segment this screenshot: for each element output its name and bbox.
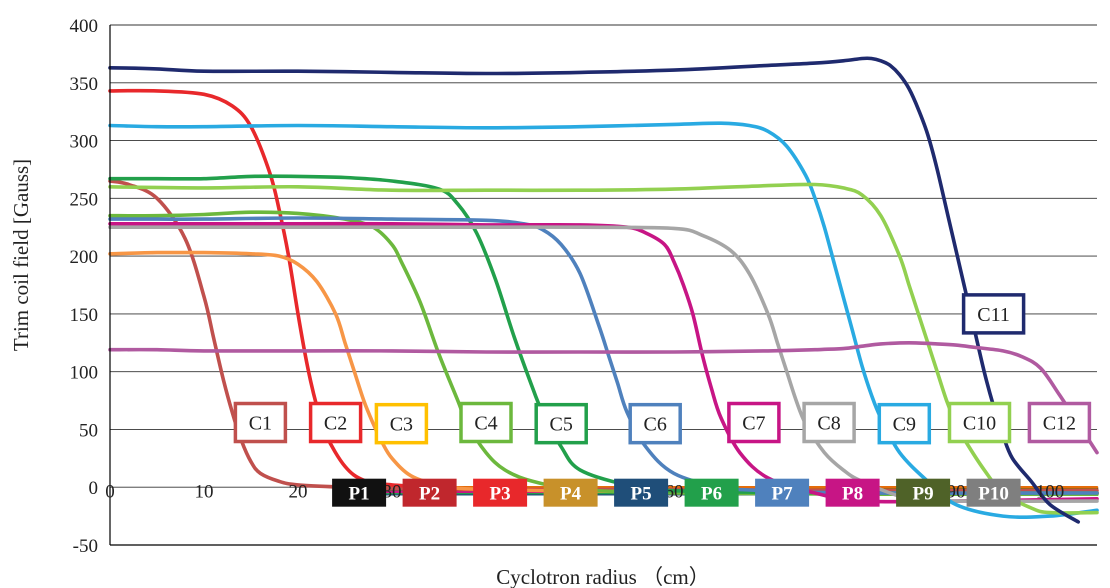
y-tick-label: 350	[70, 74, 99, 95]
curve-label-text: C2	[324, 413, 347, 435]
curve-label-text: C4	[474, 413, 497, 435]
curve-label-text: C6	[644, 414, 667, 436]
curve-label-box	[877, 402, 932, 445]
band-label-box	[966, 478, 1021, 507]
series-line-c8	[108, 225, 1099, 504]
x-tick-label: 20	[289, 482, 308, 503]
curve-series	[108, 56, 1099, 524]
series-line-c12	[108, 341, 1099, 455]
curve-label-box	[961, 293, 1026, 335]
curve-label-box	[308, 401, 363, 444]
curve-label-box	[727, 401, 781, 444]
band-label-text: P4	[560, 484, 582, 505]
series-line-c10	[108, 182, 1099, 515]
band-label-box	[402, 478, 457, 507]
curve-label-text: C12	[1043, 413, 1076, 435]
series-line-c5	[108, 174, 1099, 495]
series-line-c4	[108, 210, 1099, 497]
band-label-text: P8	[842, 484, 863, 505]
x-tick-label: 30	[383, 482, 402, 503]
curve-label-box	[459, 401, 513, 444]
band-label-box	[473, 478, 528, 507]
curve-label-text: C5	[550, 414, 573, 436]
y-tick-label: 50	[79, 420, 98, 441]
x-tick-label: 100	[1036, 482, 1065, 503]
curve-label-box	[628, 402, 682, 445]
band-label-box	[896, 478, 951, 507]
band-labels: P1 P2 P3 P4 P5 P6 P7 P8 P9 P10	[332, 478, 1021, 507]
x-tick-label: 60	[665, 482, 684, 503]
band-label-box	[825, 478, 880, 507]
series-line-c3	[108, 250, 1099, 495]
x-tick-label: 0	[105, 482, 115, 503]
band-label-text: P9	[913, 484, 934, 505]
series-line-c9	[108, 121, 1099, 519]
y-tick-label: 150	[70, 305, 99, 326]
curve-label-text: C9	[893, 414, 916, 436]
band-label-box	[543, 478, 598, 507]
curve-label-text: C1	[249, 413, 272, 435]
band-label-text: P10	[978, 484, 1009, 505]
y-tick-label: -50	[73, 536, 98, 557]
axes	[109, 25, 1097, 546]
curve-label-text: C11	[977, 304, 1010, 326]
y-tick-label: 0	[89, 478, 99, 499]
series-line-c7	[108, 221, 1099, 504]
band-label-box	[755, 478, 810, 507]
y-tick-label: 400	[70, 16, 99, 37]
curve-label-box	[374, 402, 429, 445]
band-label-text: P3	[490, 484, 511, 505]
curve-label-text: C7	[742, 413, 765, 435]
curve-labels: C1 C2 C3 C4 C5 C6 C7 C8 C9 C10 C11 C12	[233, 293, 1092, 445]
curve-label-box	[1027, 401, 1092, 444]
band-label-text: P5	[631, 484, 652, 505]
series-line-c6	[108, 216, 1099, 495]
x-tick-label: 10	[195, 482, 214, 503]
y-tick-label: 250	[70, 189, 99, 210]
y-tick-label: 100	[70, 363, 99, 384]
x-tick-label: 90	[947, 482, 966, 503]
y-tick-label: 300	[70, 132, 99, 153]
band-label-box	[614, 478, 669, 507]
band-label-text: P6	[701, 484, 722, 505]
band-label-text: P2	[419, 484, 440, 505]
y-axis-title: Trim coil field [Gauss]	[9, 159, 33, 351]
band-label-box	[332, 478, 387, 507]
curve-label-box	[947, 401, 1012, 444]
band-label-text: P7	[772, 484, 794, 505]
y-tick-labels: -50 0 50 100 150 200 250 300 350 400	[70, 16, 99, 557]
curve-label-box	[233, 401, 288, 444]
band-label-text: P1	[349, 484, 370, 505]
curve-label-box	[534, 402, 588, 445]
y-tick-label: 200	[70, 247, 99, 268]
curve-label-text: C10	[963, 413, 996, 435]
band-label-box	[684, 478, 739, 507]
x-axis-title: Cyclotron radius （cm）	[496, 565, 709, 588]
curve-label-text: C8	[817, 413, 840, 435]
curve-label-text: C3	[390, 414, 413, 436]
curve-label-box	[802, 401, 856, 444]
